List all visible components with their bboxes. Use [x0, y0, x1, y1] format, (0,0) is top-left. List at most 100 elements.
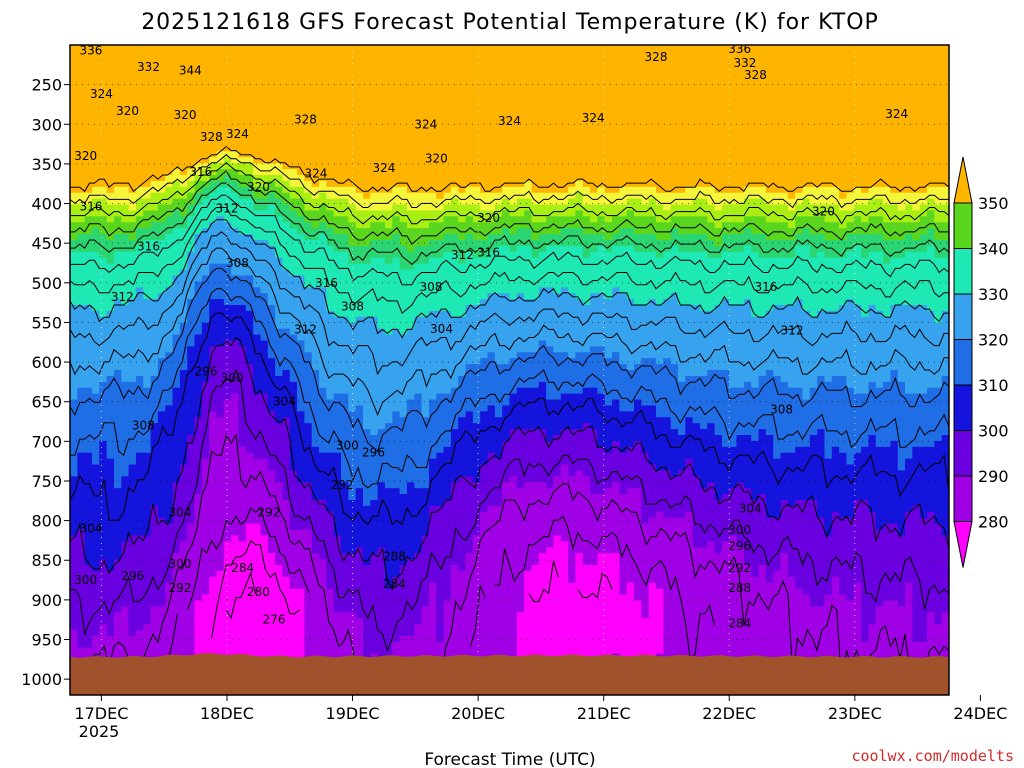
theta-band-cell: [304, 423, 313, 483]
theta-band-cell: [377, 192, 386, 212]
theta-band-cell: [216, 151, 225, 164]
theta-band-cell: [897, 222, 906, 241]
theta-band-cell: [736, 222, 745, 235]
theta-band-cell: [751, 440, 760, 501]
theta-band-cell: [897, 381, 906, 472]
theta-band-cell: [487, 293, 496, 353]
theta-band-cell: [773, 570, 782, 695]
theta-band-cell: [641, 305, 650, 359]
theta-band-cell: [721, 45, 730, 194]
theta-band-cell: [626, 45, 635, 188]
theta-band-cell: [487, 452, 496, 507]
theta-band-cell: [934, 222, 943, 241]
theta-band-cell: [326, 511, 335, 590]
theta-band-cell: [656, 204, 664, 223]
theta-band-cell: [311, 446, 320, 501]
theta-band-cell: [348, 411, 357, 501]
theta-band-cell: [472, 204, 481, 223]
theta-band-cell: [853, 245, 862, 306]
theta-band-cell: [516, 488, 525, 613]
theta-band-cell: [670, 245, 679, 294]
theta-band-cell: [128, 192, 137, 212]
theta-band-cell: [275, 45, 284, 164]
theta-band-cell: [253, 45, 262, 164]
theta-band-cell: [677, 470, 686, 519]
theta-band-cell: [194, 204, 203, 235]
theta-band-cell: [392, 204, 401, 217]
theta-band-cell: [91, 570, 100, 637]
theta-band-cell: [875, 45, 884, 188]
theta-band-cell: [150, 45, 159, 182]
theta-band-cell: [531, 257, 540, 300]
theta-band-cell: [472, 364, 481, 424]
theta-band-cell: [194, 175, 203, 182]
contour-label: 320: [247, 180, 270, 194]
theta-band-cell: [319, 180, 327, 194]
theta-band-cell: [121, 381, 130, 477]
theta-band-cell: [868, 305, 877, 383]
theta-band-cell: [575, 228, 584, 247]
theta-band-cell: [802, 216, 811, 229]
theta-band-cell: [597, 204, 606, 217]
theta-band-cell: [575, 393, 584, 430]
theta-band-cell: [450, 565, 459, 695]
theta-band-cell: [414, 316, 423, 395]
theta-band-cell: [238, 234, 247, 277]
theta-band-cell: [707, 482, 716, 542]
theta-band-cell: [245, 157, 254, 164]
theta-band-cell: [714, 45, 723, 194]
theta-band-cell: [641, 405, 650, 454]
theta-band-cell: [919, 446, 928, 519]
theta-band-cell: [531, 565, 540, 672]
theta-band-cell: [634, 186, 642, 200]
theta-band-cell: [150, 180, 159, 194]
theta-band-cell: [179, 186, 188, 200]
theta-band-cell: [656, 511, 664, 590]
theta-band-cell: [765, 192, 774, 206]
theta-band-cell: [765, 582, 774, 695]
x-tick-label: 17DEC: [74, 704, 128, 723]
theta-band-cell: [150, 240, 159, 300]
theta-band-cell: [480, 240, 489, 259]
theta-band-cell: [333, 198, 342, 217]
theta-band-cell: [853, 500, 862, 584]
theta-band-cell: [231, 151, 240, 164]
theta-band-cell: [831, 204, 840, 223]
theta-band-cell: [450, 429, 459, 483]
theta-band-cell: [267, 358, 276, 412]
theta-band-cell: [143, 535, 152, 625]
theta-band-cell: [436, 257, 445, 312]
theta-band-cell: [143, 186, 152, 200]
theta-band-cell: [905, 511, 913, 584]
theta-band-cell: [758, 257, 767, 318]
theta-band-cell: [179, 216, 188, 229]
theta-band-cell: [494, 417, 503, 460]
theta-band-cell: [853, 582, 862, 695]
contour-label: 300: [74, 573, 97, 587]
theta-band-cell: [868, 234, 877, 253]
theta-band-cell: [773, 257, 782, 306]
theta-band-cell: [341, 612, 349, 695]
contour-label: 320: [116, 104, 139, 118]
colorbar: 350 340 330 320 310 300 290 280: [953, 156, 1009, 568]
theta-band-cell: [516, 429, 525, 489]
theta-band-cell: [677, 435, 686, 472]
theta-band-cell: [84, 565, 93, 649]
theta-band-cell: [128, 535, 137, 637]
x-tick-label: 24DEC: [953, 704, 1007, 723]
theta-band-cell: [743, 488, 752, 566]
theta-band-cell: [157, 192, 166, 206]
theta-band-cell: [590, 429, 598, 495]
theta-band-cell: [612, 204, 620, 217]
theta-band-cell: [179, 228, 188, 271]
theta-band-cell: [604, 240, 613, 253]
theta-band-cell: [641, 216, 650, 235]
theta-band-cell: [868, 381, 877, 436]
theta-band-cell: [480, 257, 489, 300]
theta-band-cell: [934, 440, 943, 525]
theta-band-cell: [187, 435, 196, 525]
theta-band-cell: [201, 198, 210, 229]
theta-band-cell: [663, 470, 672, 519]
contour-line: [162, 507, 759, 688]
theta-band-cell: [472, 186, 481, 206]
